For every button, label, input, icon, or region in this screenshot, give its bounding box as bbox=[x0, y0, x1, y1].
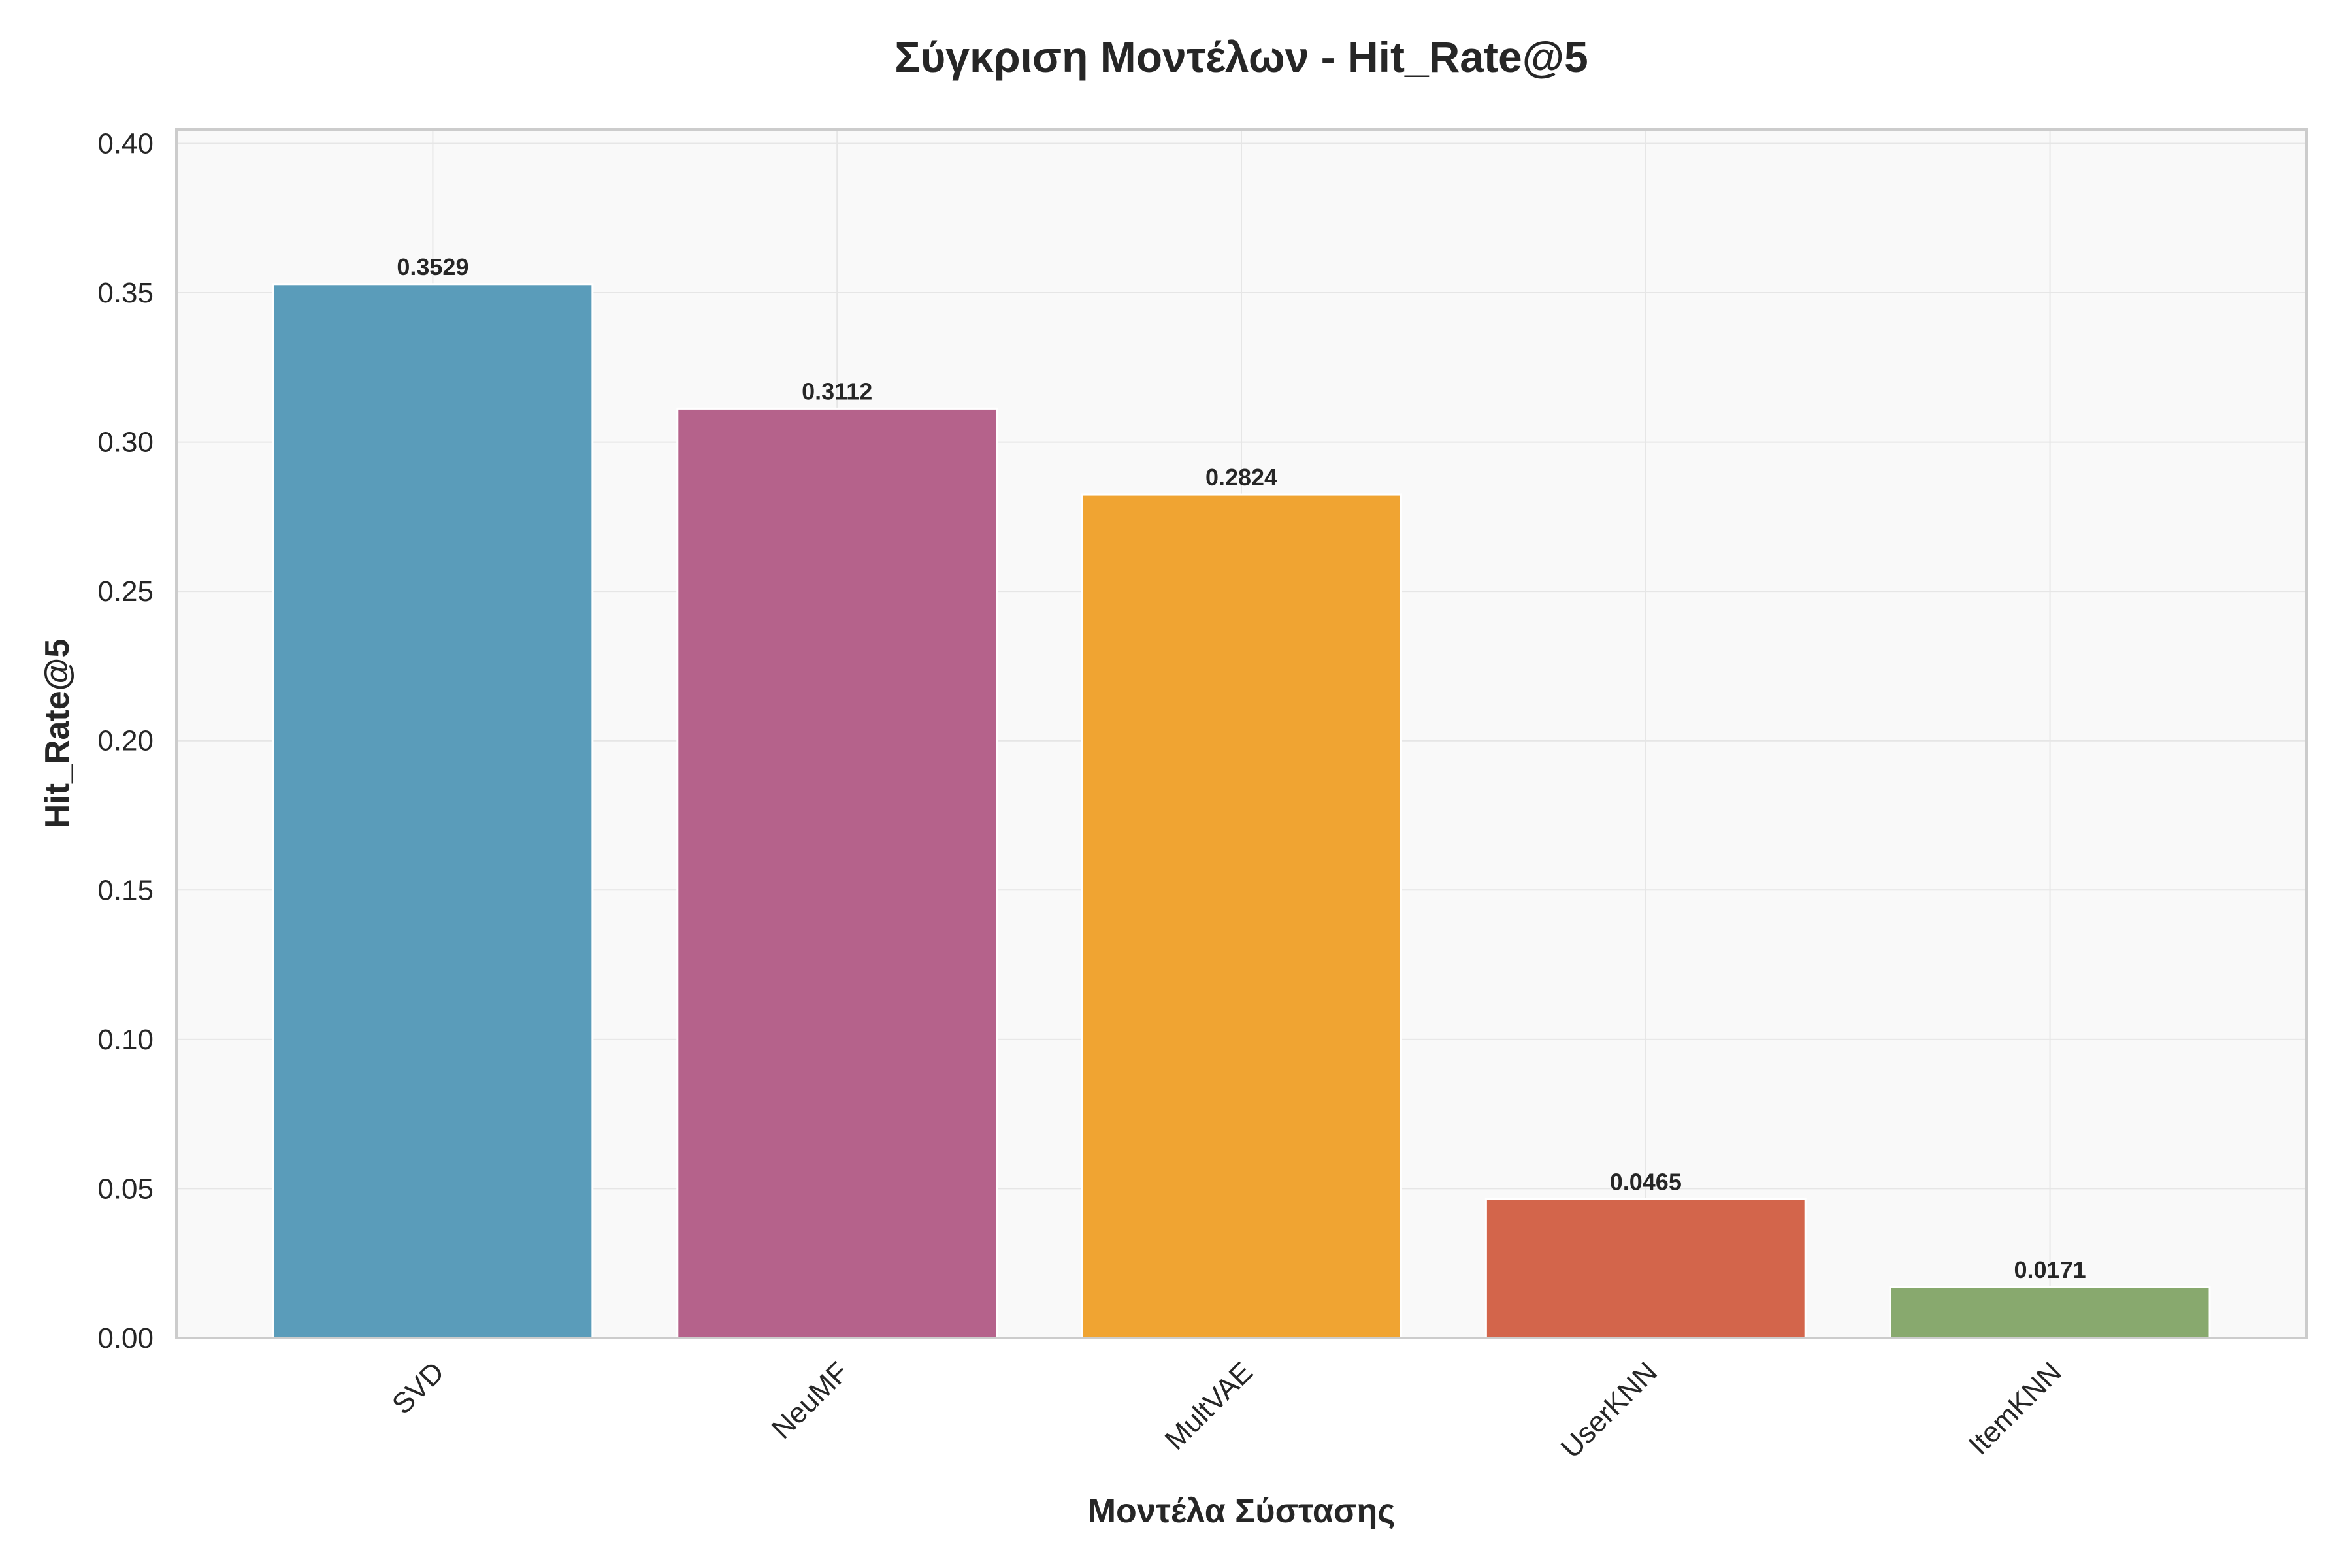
x-tick-label-neumf: NeuMF bbox=[766, 1356, 855, 1445]
value-label-multvae: 0.2824 bbox=[1205, 464, 1277, 491]
x-tick-label-multvae: MultVAE bbox=[1159, 1356, 1259, 1456]
bar-multvae bbox=[1081, 493, 1402, 1339]
bar-itemknn bbox=[1889, 1286, 2211, 1339]
bar-svd bbox=[272, 283, 594, 1339]
value-labels: 0.3529 0.3112 0.2824 0.0465 0.0171 bbox=[397, 253, 2086, 1283]
y-tick-label: 0.25 bbox=[97, 576, 154, 608]
bars bbox=[272, 283, 2211, 1339]
y-tick-label: 0.35 bbox=[97, 277, 154, 309]
value-label-neumf: 0.3112 bbox=[802, 378, 872, 404]
bar-userknn bbox=[1484, 1198, 1807, 1339]
x-axis-label: Μοντέλα Σύστασης bbox=[1088, 1492, 1396, 1530]
y-tick-label: 0.30 bbox=[97, 427, 154, 459]
value-label-userknn: 0.0465 bbox=[1610, 1168, 1682, 1195]
y-tick-label: 0.15 bbox=[97, 874, 154, 906]
value-label-itemknn: 0.0171 bbox=[2014, 1256, 2086, 1283]
y-tick-label: 0.10 bbox=[97, 1024, 154, 1056]
x-tick-label-svd: SVD bbox=[386, 1356, 451, 1420]
value-label-svd: 0.3529 bbox=[397, 253, 468, 280]
y-axis-ticks: 0.00 0.05 0.10 0.15 0.20 0.25 0.30 0.35 0.40 bbox=[97, 127, 154, 1354]
y-tick-label: 0.20 bbox=[97, 725, 154, 757]
y-tick-label: 0.05 bbox=[97, 1173, 154, 1205]
x-axis-ticks: SVD NeuMF MultVAE UserKNN ItemKNN bbox=[386, 1356, 2068, 1464]
y-tick-label: 0.40 bbox=[97, 127, 154, 159]
y-tick-label: 0.00 bbox=[97, 1322, 154, 1354]
bar-neumf bbox=[676, 407, 998, 1339]
y-axis-label: Hit_Rate@5 bbox=[39, 639, 76, 829]
chart-title: Σύγκριση Μοντέλων - Hit_Rate@5 bbox=[894, 33, 1588, 81]
plot-frame bbox=[175, 128, 2308, 1339]
x-tick-label-itemknn: ItemKNN bbox=[1963, 1356, 2068, 1461]
x-tick-label-userknn: UserKNN bbox=[1555, 1356, 1663, 1464]
